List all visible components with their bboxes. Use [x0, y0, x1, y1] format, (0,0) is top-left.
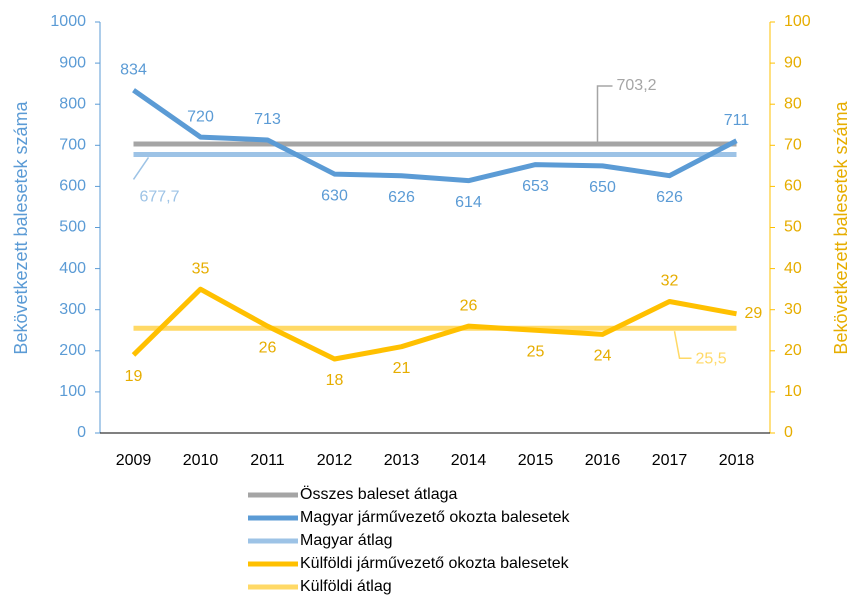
data-label: 26: [259, 339, 277, 356]
x-tick-label: 2009: [116, 452, 152, 469]
data-label: 32: [661, 273, 679, 290]
x-tick-label: 2010: [183, 452, 219, 469]
data-label: 19: [125, 368, 143, 385]
y2-tick-label: 20: [784, 342, 802, 359]
y2-tick-label: 30: [784, 301, 802, 318]
y2-tick-label: 100: [784, 13, 811, 30]
data-label: 21: [393, 360, 411, 377]
data-label: 630: [321, 187, 348, 204]
x-tick-label: 2015: [518, 452, 554, 469]
y-tick-label: 200: [59, 342, 86, 359]
y2-tick-label: 90: [784, 54, 802, 71]
data-label: 614: [455, 194, 482, 211]
legend-label: Külföldi átlag: [300, 578, 392, 595]
legend-label: Magyar járművezető okozta balesetek: [300, 509, 570, 526]
data-label: 25: [527, 343, 545, 360]
data-label: 650: [589, 179, 616, 196]
data-label: 834: [120, 61, 147, 78]
y-tick-label: 500: [59, 219, 86, 236]
data-label: 26: [460, 297, 478, 314]
y2-tick-label: 0: [784, 424, 793, 441]
y2-tick-label: 70: [784, 137, 802, 154]
y-tick-label: 600: [59, 178, 86, 195]
series-line: [131, 286, 737, 362]
data-label: 626: [388, 189, 415, 206]
y2-axis-label: Bekövetkezett balesetek száma: [831, 100, 851, 354]
series-line: [132, 88, 738, 184]
data-label: 18: [326, 372, 344, 389]
y2-tick-label: 10: [784, 383, 802, 400]
leader-line: [596, 85, 613, 144]
x-tick-label: 2017: [652, 452, 688, 469]
y-axis-label: Bekövetkezett balesetek száma: [11, 100, 31, 354]
y-tick-label: 900: [59, 54, 86, 71]
y-tick-label: 100: [59, 383, 86, 400]
y2-tick-label: 80: [784, 95, 802, 112]
y2-tick-label: 40: [784, 260, 802, 277]
data-label: 24: [594, 348, 612, 365]
x-tick-label: 2013: [384, 452, 420, 469]
x-tick-label: 2012: [317, 452, 353, 469]
data-label: 720: [187, 108, 214, 125]
legend-label: Külföldi járművezető okozta balesetek: [300, 555, 570, 572]
data-label: 25,5: [696, 350, 727, 367]
y-tick-label: 400: [59, 260, 86, 277]
legend-label: Magyar átlag: [300, 532, 393, 549]
leader-line: [673, 331, 692, 359]
legend-label: Összes baleset átlaga: [300, 485, 458, 503]
y2-tick-label: 60: [784, 178, 802, 195]
y-tick-label: 800: [59, 95, 86, 112]
leader-line: [132, 157, 150, 180]
x-tick-label: 2011: [250, 452, 285, 469]
y-tick-label: 700: [59, 137, 86, 154]
y-tick-label: 0: [77, 424, 86, 441]
x-tick-label: 2018: [719, 452, 755, 469]
data-label: 29: [745, 305, 763, 322]
data-label: 626: [656, 189, 683, 206]
data-label: 713: [254, 111, 281, 128]
y-tick-label: 300: [59, 301, 86, 318]
data-label: 653: [522, 178, 549, 195]
y-tick-label: 1000: [50, 13, 86, 30]
y2-tick-label: 50: [784, 219, 802, 236]
data-label: 677,7: [139, 189, 179, 206]
x-tick-label: 2016: [585, 452, 621, 469]
data-label: 703,2: [617, 77, 657, 94]
x-tick-label: 2014: [451, 452, 487, 469]
data-label: 35: [192, 260, 210, 277]
data-label: 711: [724, 112, 750, 129]
